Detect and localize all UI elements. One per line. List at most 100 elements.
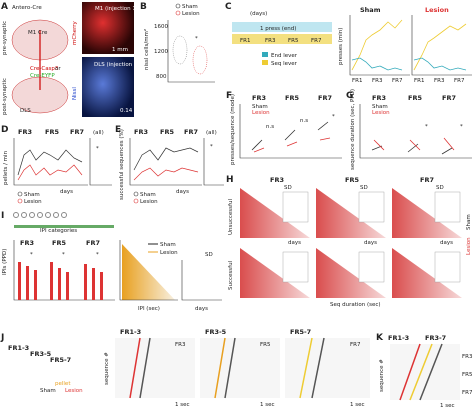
legend-marker	[175, 10, 181, 16]
annotation: *	[425, 124, 428, 130]
subplot-title: FR3	[270, 176, 284, 184]
tick-label: FR3	[434, 78, 445, 84]
subplot-title: FR3	[18, 128, 32, 136]
panel-a	[11, 2, 134, 117]
legend-marker	[133, 198, 139, 204]
axes	[349, 15, 472, 76]
label: mCherry	[72, 21, 78, 45]
label: SD	[284, 185, 292, 191]
subplot-title: FR3	[134, 128, 148, 136]
legend-label: Lesion	[160, 250, 178, 256]
panel-letter: G	[346, 91, 353, 101]
trend-icon	[371, 143, 453, 155]
subplot-title: FR7	[86, 239, 100, 247]
legend-label: Lesion	[252, 110, 270, 116]
axes	[167, 20, 215, 83]
subplot-title: FR5	[285, 94, 299, 102]
trend-icon	[253, 137, 331, 153]
trend-icon	[251, 121, 329, 151]
subplot-title: FR3	[20, 239, 34, 247]
subplot-title: FR3	[252, 94, 266, 102]
annotation: *	[195, 36, 198, 42]
panel-letter: F	[226, 91, 232, 101]
tick-label: 1600	[154, 24, 168, 30]
label: 1 mm	[112, 47, 128, 53]
axis-label: Seq duration (sec)	[330, 302, 381, 308]
subplot-title: FR5	[345, 176, 359, 184]
label: DLS	[20, 108, 31, 114]
axis-label: nissl cells/mm²	[143, 29, 150, 70]
axis-label: Successful	[228, 260, 234, 290]
trend-icon	[351, 19, 403, 71]
panel-letter: A	[1, 2, 8, 12]
trend-icon	[17, 149, 83, 176]
annotation: *	[332, 114, 335, 120]
label: FR5	[260, 342, 271, 348]
label: pellet	[55, 381, 71, 387]
label: FR3	[175, 342, 186, 348]
label: FR7	[311, 38, 322, 44]
legend-label: Sham	[466, 214, 472, 230]
axes	[359, 104, 472, 159]
legend-marker	[175, 3, 181, 9]
label: or	[55, 66, 61, 72]
label: (days)	[250, 11, 267, 17]
axis-label: days	[195, 306, 208, 312]
label: M1 Cre	[28, 30, 48, 36]
tick-label: FR1	[352, 78, 362, 84]
raster-plots	[115, 337, 370, 399]
label: SD	[205, 252, 213, 258]
legend-label: Lesion	[182, 11, 200, 17]
axis-label: sequence #	[379, 359, 385, 392]
label: SD	[360, 185, 368, 191]
tick-label: FR3	[372, 78, 383, 84]
axes	[119, 240, 222, 301]
panel-letter: D	[1, 125, 8, 135]
label: FR7	[350, 342, 361, 348]
legend-marker	[133, 191, 139, 197]
axes	[13, 138, 112, 186]
subplot-title: FR1-3	[120, 328, 141, 336]
legend-marker	[17, 191, 23, 197]
subplot-title: Lesion	[425, 6, 449, 14]
legend-label: Seq lever	[271, 61, 298, 67]
annotation: *	[460, 124, 463, 130]
axis-label: pellets / min	[3, 150, 9, 185]
subplot-title: FR7	[70, 128, 84, 136]
panel-letter: E	[115, 125, 121, 135]
bar-icons	[18, 262, 103, 300]
schedule-bar	[232, 22, 332, 32]
axis-label: IPIs (PPD)	[2, 249, 8, 275]
trend-icon	[17, 164, 83, 181]
annotation: n.s	[266, 124, 274, 130]
subplot-title: FR7	[420, 176, 434, 184]
scale-label: 1 sec	[350, 402, 365, 408]
subplot-title: FR5	[45, 128, 59, 136]
label: Antero-Cre	[12, 5, 42, 11]
trend-icon	[413, 23, 467, 71]
legend-label: Sham	[140, 192, 156, 198]
legend-label: Lesion	[466, 237, 472, 255]
label: M1 (injection 1)	[95, 6, 138, 12]
trend-icon	[133, 167, 199, 181]
axis-label: presses/sequence (mode)	[230, 94, 236, 165]
label: DLS (injection 2)	[94, 62, 140, 68]
panel-letter: K	[376, 333, 384, 343]
annotation: *	[62, 252, 65, 258]
legend-label: Sham	[24, 192, 40, 198]
annotation: n.s	[300, 118, 308, 124]
axis-label: days	[440, 240, 453, 246]
scale-label: 1 sec	[175, 402, 190, 408]
axis-label: presses (min)	[338, 28, 344, 65]
scale-label: 1 sec	[260, 402, 275, 408]
legend-marker	[17, 198, 23, 204]
axes	[239, 104, 342, 159]
annotation: *	[96, 252, 99, 258]
label: FR3-5	[30, 350, 52, 358]
axis-label: days	[176, 189, 189, 195]
legend-label: Lesion	[65, 388, 83, 394]
schedule-bar	[232, 34, 332, 44]
label: pre-synaptic	[2, 21, 8, 55]
subplot-title: FR5	[160, 128, 174, 136]
legend-label: End lever	[271, 53, 298, 59]
